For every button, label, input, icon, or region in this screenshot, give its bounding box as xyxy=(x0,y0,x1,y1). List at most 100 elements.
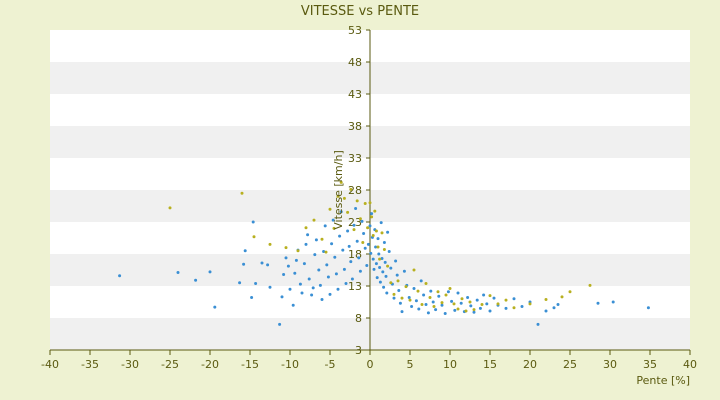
data-point xyxy=(368,201,372,205)
data-point xyxy=(284,256,288,260)
data-point xyxy=(520,304,524,308)
data-point xyxy=(504,306,508,310)
data-point xyxy=(242,262,246,266)
data-point xyxy=(208,270,212,274)
data-point xyxy=(306,233,310,237)
data-point xyxy=(369,251,373,255)
data-point xyxy=(424,303,428,307)
data-point xyxy=(250,296,254,300)
data-point xyxy=(450,299,454,303)
data-point xyxy=(363,201,367,205)
data-point xyxy=(496,302,500,306)
data-point xyxy=(373,209,377,213)
y-tick-label: 13 xyxy=(348,280,362,293)
data-point xyxy=(384,274,388,278)
data-point xyxy=(318,283,322,287)
data-point xyxy=(326,275,330,279)
data-point xyxy=(386,264,390,268)
y-tick-label: 43 xyxy=(348,88,362,101)
data-point xyxy=(365,264,369,268)
data-point xyxy=(444,293,448,297)
data-point xyxy=(544,309,548,313)
data-point xyxy=(588,283,592,287)
data-point xyxy=(460,297,464,301)
data-point xyxy=(342,196,346,200)
data-point xyxy=(310,293,314,297)
x-tick-label: 0 xyxy=(367,358,374,371)
data-point xyxy=(381,270,385,274)
data-point xyxy=(331,218,335,222)
data-point xyxy=(317,268,321,272)
data-point xyxy=(414,299,418,303)
x-axis-label: Pente [%] xyxy=(636,374,690,387)
data-point xyxy=(324,250,328,254)
data-point xyxy=(333,255,337,259)
data-point xyxy=(342,267,346,271)
data-point xyxy=(443,312,447,316)
data-point xyxy=(370,212,374,216)
data-point xyxy=(339,180,343,184)
y-tick-label: 53 xyxy=(348,24,362,37)
data-point xyxy=(419,279,423,283)
data-point xyxy=(346,210,350,214)
x-tick-label: -15 xyxy=(241,358,259,371)
data-point xyxy=(314,238,318,242)
data-point xyxy=(395,273,399,277)
data-point xyxy=(320,237,324,241)
data-point xyxy=(424,281,428,285)
data-point xyxy=(464,309,468,313)
data-point xyxy=(252,235,256,239)
data-point xyxy=(339,210,343,214)
x-tick-label: -25 xyxy=(161,358,179,371)
data-point xyxy=(268,285,272,289)
data-point xyxy=(385,291,389,295)
data-point xyxy=(288,287,292,291)
data-point xyxy=(377,252,381,256)
data-point xyxy=(452,302,456,306)
data-point xyxy=(392,292,396,296)
data-point xyxy=(412,287,416,291)
data-point xyxy=(376,237,380,241)
data-point xyxy=(361,240,365,244)
data-point xyxy=(504,298,508,302)
data-point xyxy=(468,300,472,304)
data-point xyxy=(366,242,370,246)
data-point xyxy=(363,246,367,250)
x-tick-label: -30 xyxy=(121,358,139,371)
data-point xyxy=(426,311,430,315)
data-point xyxy=(448,287,452,291)
data-point xyxy=(268,242,272,246)
data-point xyxy=(611,300,615,304)
data-point xyxy=(389,281,393,285)
data-point xyxy=(349,187,353,191)
x-tick-label: 5 xyxy=(407,358,414,371)
data-point xyxy=(368,224,372,228)
data-point xyxy=(352,223,356,227)
data-point xyxy=(398,301,402,305)
data-point xyxy=(328,207,332,211)
data-point xyxy=(260,261,264,265)
data-point xyxy=(378,280,382,284)
data-point xyxy=(528,302,532,306)
data-point xyxy=(512,306,516,310)
data-point xyxy=(407,296,411,300)
data-point xyxy=(392,296,396,300)
data-point xyxy=(400,296,404,300)
data-point xyxy=(302,262,306,266)
data-point xyxy=(325,263,329,267)
data-point xyxy=(382,248,386,252)
y-tick-label: 28 xyxy=(348,184,362,197)
x-tick-label: -5 xyxy=(325,358,336,371)
data-point xyxy=(432,304,436,308)
data-point xyxy=(482,293,486,297)
data-point xyxy=(404,285,408,289)
data-point xyxy=(412,268,416,272)
data-point xyxy=(332,226,336,230)
data-point xyxy=(358,269,362,273)
x-tick-label: 20 xyxy=(523,358,537,371)
data-point xyxy=(362,232,366,236)
data-point xyxy=(328,292,332,296)
data-point xyxy=(372,267,376,271)
data-point xyxy=(512,297,516,301)
data-point xyxy=(284,246,288,250)
